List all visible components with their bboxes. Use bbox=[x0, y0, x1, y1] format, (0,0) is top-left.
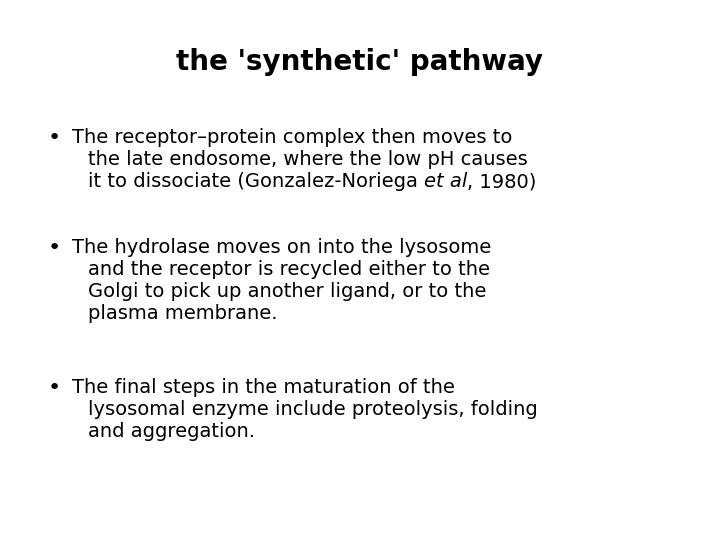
Text: The hydrolase moves on into the lysosome: The hydrolase moves on into the lysosome bbox=[72, 238, 491, 257]
Text: The final steps in the maturation of the: The final steps in the maturation of the bbox=[72, 378, 455, 397]
Text: plasma membrane.: plasma membrane. bbox=[88, 304, 277, 323]
Text: the late endosome, where the low pH causes: the late endosome, where the low pH caus… bbox=[88, 150, 528, 169]
Text: and the receptor is recycled either to the: and the receptor is recycled either to t… bbox=[88, 260, 490, 279]
Text: the 'synthetic' pathway: the 'synthetic' pathway bbox=[176, 48, 544, 76]
Text: and aggregation.: and aggregation. bbox=[88, 422, 255, 441]
Text: , 1980): , 1980) bbox=[467, 172, 536, 191]
Text: it to dissociate (Gonzalez-Noriega: it to dissociate (Gonzalez-Noriega bbox=[88, 172, 424, 191]
Text: •: • bbox=[48, 128, 61, 148]
Text: •: • bbox=[48, 378, 61, 398]
Text: The receptor–protein complex then moves to: The receptor–protein complex then moves … bbox=[72, 128, 513, 147]
Text: Golgi to pick up another ligand, or to the: Golgi to pick up another ligand, or to t… bbox=[88, 282, 487, 301]
Text: et al: et al bbox=[424, 172, 467, 191]
Text: •: • bbox=[48, 238, 61, 258]
Text: lysosomal enzyme include proteolysis, folding: lysosomal enzyme include proteolysis, fo… bbox=[88, 400, 538, 419]
